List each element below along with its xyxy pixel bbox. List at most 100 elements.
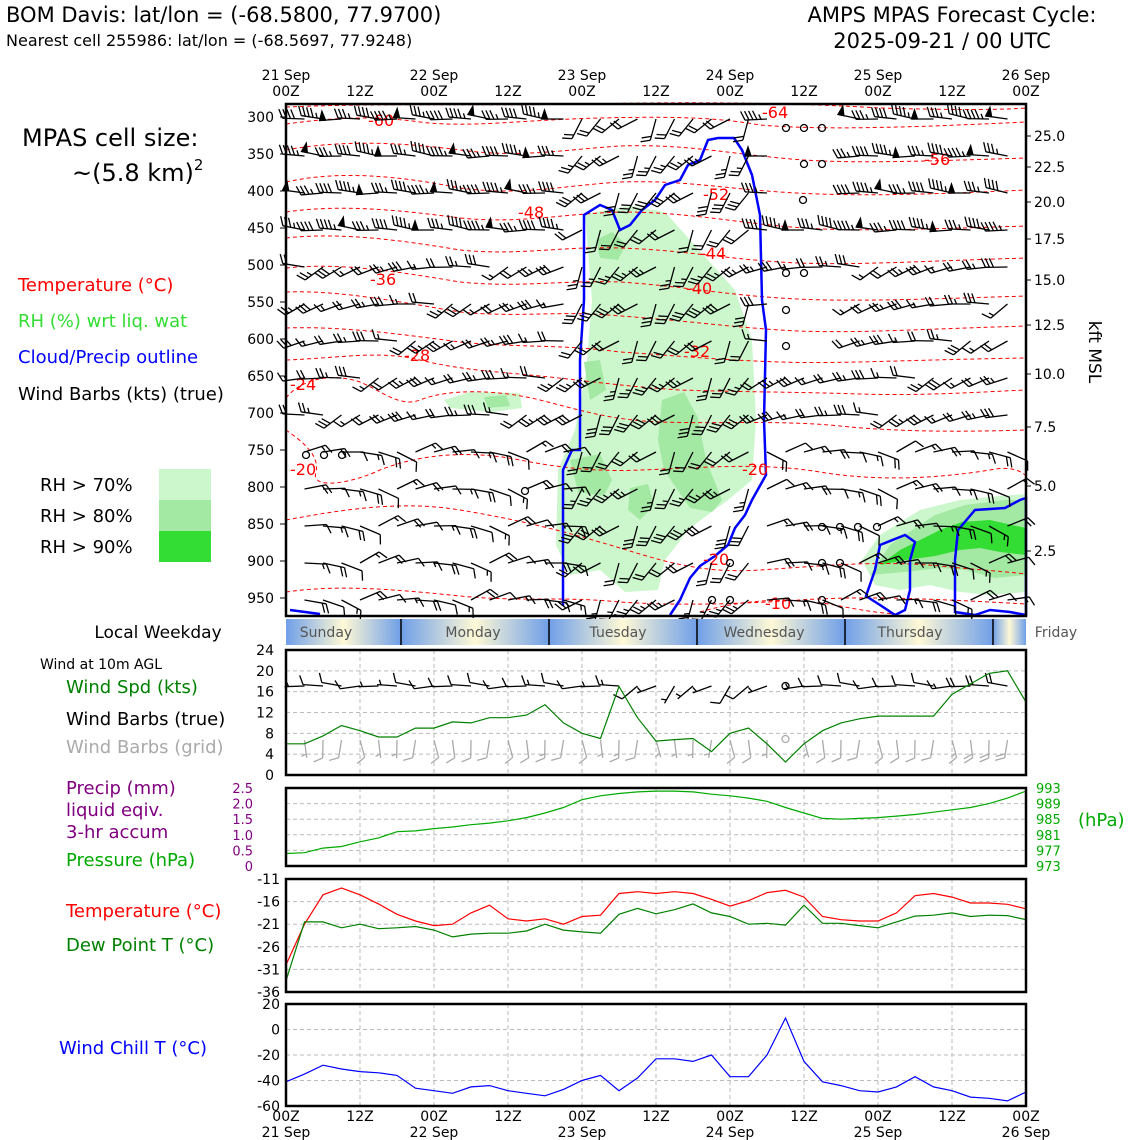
wind-barb	[926, 680, 953, 690]
wind-barb	[355, 183, 379, 196]
barb-full	[359, 221, 366, 231]
barb-full	[628, 455, 637, 463]
windchill-tick: -60	[257, 1099, 280, 1115]
barb-full	[877, 222, 884, 232]
barb-half	[641, 386, 648, 390]
wind-barb	[963, 292, 990, 305]
barb-full	[327, 183, 333, 193]
barb-full	[979, 377, 988, 386]
barb-staff	[415, 521, 438, 527]
barb-full	[632, 421, 643, 427]
barb-full	[988, 221, 995, 232]
barb-staff	[560, 739, 565, 758]
dewpoint-line	[285, 903, 1027, 981]
barb-full	[621, 361, 632, 365]
wind-barb	[597, 739, 604, 758]
barb-full	[636, 174, 647, 177]
barb-full	[995, 753, 1006, 757]
wind-barb	[481, 110, 509, 121]
barb-full	[646, 233, 656, 241]
barb-full	[619, 422, 629, 427]
wind-barb	[392, 672, 416, 687]
wind-barb	[836, 104, 860, 120]
barb-half	[783, 263, 787, 270]
barb-full	[343, 181, 347, 191]
calm-circle	[781, 341, 791, 351]
barb-half	[662, 500, 669, 503]
barb-full	[595, 125, 606, 131]
barb-half	[977, 186, 980, 192]
barb-full	[488, 369, 495, 380]
wind-barb	[870, 107, 897, 120]
barb-half	[980, 113, 984, 120]
barb-half	[749, 266, 755, 272]
wind-barb	[739, 296, 768, 307]
pressure-tick: 985	[1036, 813, 1061, 828]
barb-full	[545, 181, 551, 192]
barb-full	[290, 109, 296, 119]
barb-full	[295, 338, 303, 347]
wind-barb	[887, 333, 916, 344]
barb-full	[470, 184, 477, 194]
barb-full	[636, 359, 647, 362]
barb-full	[435, 218, 440, 229]
barb-full	[1026, 477, 1035, 485]
wind-barb	[970, 562, 991, 583]
wind-barb	[369, 110, 398, 121]
barb-half	[925, 223, 929, 230]
wind-barb	[1007, 451, 1029, 471]
barb-full	[916, 218, 921, 228]
barb-full	[466, 672, 471, 683]
barb-half	[935, 334, 939, 340]
barb-full	[426, 313, 436, 319]
barb-full	[616, 425, 627, 430]
barb-full	[562, 137, 573, 140]
wind-tick: 12	[256, 706, 274, 722]
barb-full	[990, 533, 993, 544]
barb-full	[651, 569, 661, 575]
bottom-hour-label: 12Z	[938, 1109, 965, 1125]
barb-full	[501, 142, 506, 153]
wind-barb	[299, 675, 324, 687]
barb-full	[577, 162, 587, 168]
barb-full	[390, 179, 395, 190]
wind-barb	[1007, 596, 1036, 606]
wind-barb	[650, 340, 676, 359]
temp-label: -40	[686, 279, 712, 298]
barb-full	[678, 431, 689, 435]
barb-full	[988, 572, 991, 583]
barb-full	[954, 526, 960, 537]
barb-full	[824, 604, 828, 615]
wind-barb	[654, 118, 676, 140]
barb-full	[392, 672, 397, 683]
barb-staff	[451, 739, 456, 758]
barb-staff	[747, 739, 752, 758]
barb-full	[541, 331, 547, 341]
barb-half	[931, 445, 936, 450]
wind-barb	[933, 486, 961, 497]
barb-full	[987, 492, 991, 503]
barb-full	[739, 415, 748, 424]
barb-full	[482, 680, 489, 690]
barb-full	[508, 552, 518, 560]
barb-full	[603, 213, 614, 217]
wind-barb	[359, 551, 388, 564]
barb-full	[802, 522, 810, 532]
barb-half	[306, 271, 313, 276]
barb-full	[539, 416, 548, 424]
barb-full	[394, 457, 398, 468]
barb-staff	[732, 685, 749, 700]
barb-full	[455, 565, 460, 575]
barb-full	[785, 461, 788, 472]
wind-barb	[426, 303, 453, 319]
wind-barb	[889, 739, 900, 764]
temperature-frame	[284, 877, 1028, 994]
barb-full	[446, 179, 451, 189]
wind-barb	[591, 340, 620, 352]
barb-full	[860, 571, 862, 582]
barb-full	[325, 603, 330, 614]
barb-full	[650, 169, 661, 174]
wind-barb	[318, 109, 342, 122]
wind-barb	[908, 216, 934, 231]
